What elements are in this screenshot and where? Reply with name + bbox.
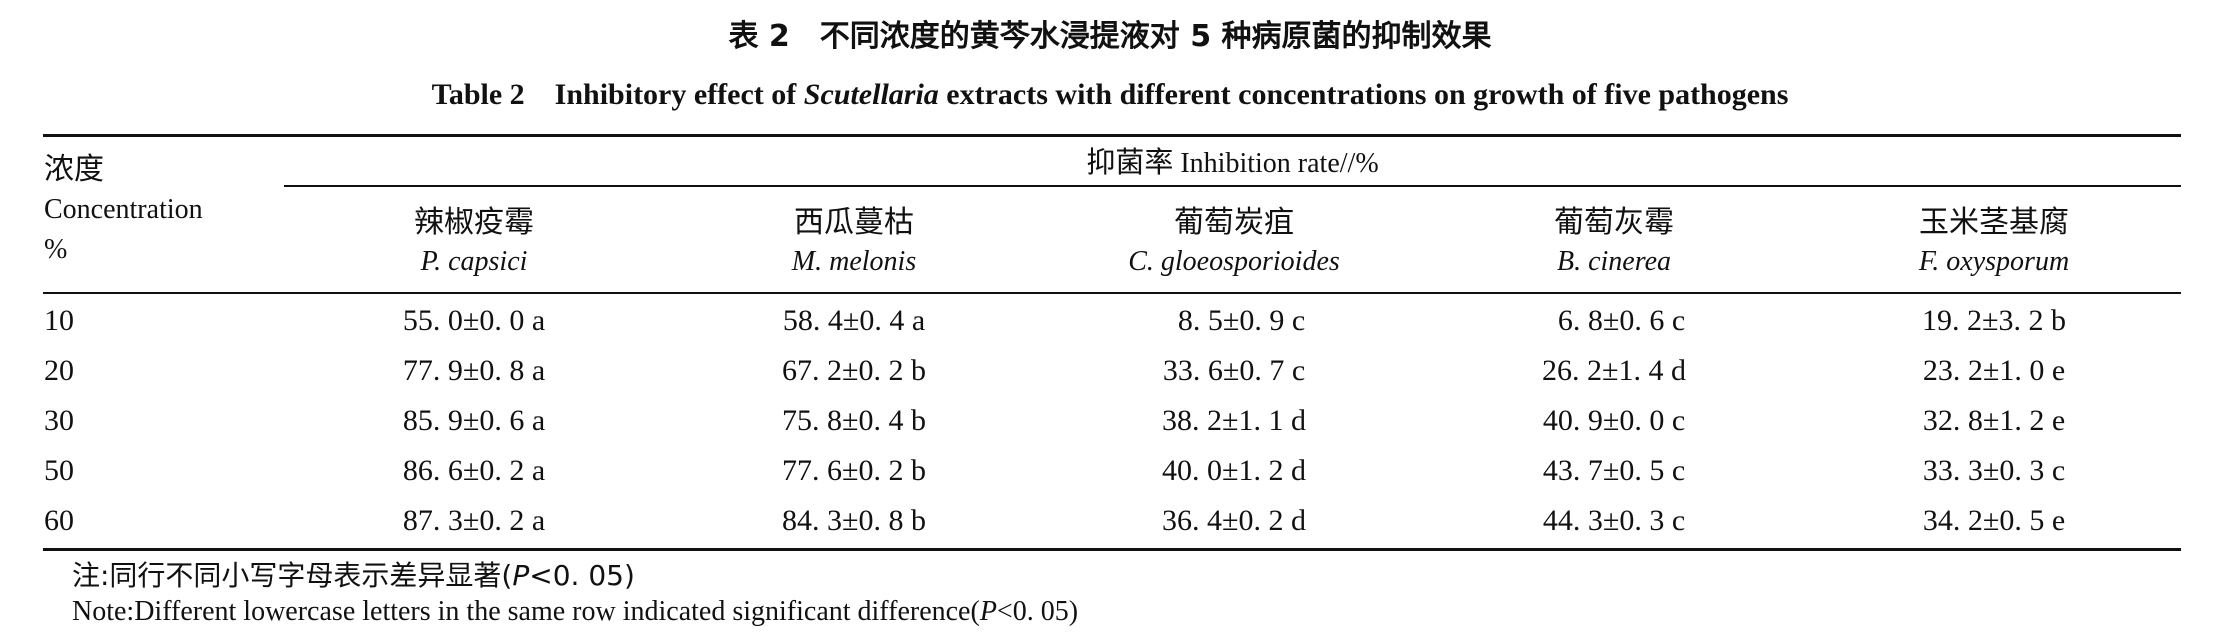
table-row: 50 86. 6±0. 2 a 77. 6±0. 2 b 40. 0±1. 2 … <box>0 447 2220 495</box>
table-row: 10 55. 0±0. 0 a 58. 4±0. 4 a 8. 5±0. 9 c… <box>0 297 2220 345</box>
column-header-cn: 玉米茎基腐 <box>1919 205 2069 240</box>
note-cn-prefix: 注:同行不同小写字母表示差异显著( <box>72 559 513 592</box>
table-cell: 77. 6±0. 2 b <box>782 454 926 487</box>
table-cell: 38. 2±1. 1 d <box>1162 404 1306 437</box>
table-cell: 43. 7±0. 5 c <box>1542 454 1686 487</box>
column-header-b-cinerea: 葡萄灰霉 B. cinerea <box>1424 203 1804 281</box>
column-header-c-gloeosporioides: 葡萄炭疽 C. gloeosporioides <box>1044 203 1424 281</box>
table-row: 20 77. 9±0. 8 a 67. 2±0. 2 b 33. 6±0. 7 … <box>0 347 2220 395</box>
column-header-sci: C. gloeosporioides <box>1128 246 1340 277</box>
concentration-header: 浓度 Concentration % <box>44 150 264 270</box>
column-header-cn: 西瓜蔓枯 <box>794 205 914 240</box>
table-row: 60 87. 3±0. 2 a 84. 3±0. 8 b 36. 4±0. 2 … <box>0 497 2220 545</box>
table-cell: 40. 9±0. 0 c <box>1542 404 1686 437</box>
column-header-cn: 葡萄炭疽 <box>1174 205 1294 240</box>
table-cell: 26. 2±1. 4 d <box>1542 354 1686 387</box>
table-note-cn: 注:同行不同小写字母表示差异显著(P<0. 05) <box>72 556 635 596</box>
table-cell: 75. 8±0. 4 b <box>782 404 926 437</box>
concentration-header-en: Concentration <box>44 194 203 225</box>
table-row: 30 85. 9±0. 6 a 75. 8±0. 4 b 38. 2±1. 1 … <box>0 397 2220 445</box>
spanner-rule <box>284 185 2181 187</box>
row-concentration: 10 <box>44 304 74 337</box>
table-cell: 6. 8±0. 6 c <box>1542 304 1686 337</box>
column-header-sci: P. capsici <box>420 246 528 277</box>
table-top-rule <box>43 134 2181 137</box>
row-concentration: 30 <box>44 404 74 437</box>
table-cell: 23. 2±1. 0 e <box>1922 354 2066 387</box>
column-header-m-melonis: 西瓜蔓枯 M. melonis <box>664 203 1044 281</box>
table-title-en-genus: Scutellaria <box>803 78 939 111</box>
column-header-sci: F. oxysporum <box>1918 246 2070 277</box>
table-cell: 32. 8±1. 2 e <box>1922 404 2066 437</box>
table-cell: 33. 6±0. 7 c <box>1162 354 1306 387</box>
spanner-label-cn: 抑菌率 <box>1086 145 1174 179</box>
table-cell: 44. 3±0. 3 c <box>1542 504 1686 537</box>
concentration-header-cn: 浓度 <box>44 152 104 187</box>
table-cell: 77. 9±0. 8 a <box>402 354 546 387</box>
column-header-sci: B. cinerea <box>1556 246 1672 277</box>
table-cell: 34. 2±0. 5 e <box>1922 504 2066 537</box>
table-cell: 8. 5±0. 9 c <box>1162 304 1306 337</box>
note-cn-p-symbol: P <box>512 559 530 592</box>
note-en-p-symbol: P <box>979 596 997 627</box>
column-header-f-oxysporum: 玉米茎基腐 F. oxysporum <box>1804 203 2184 281</box>
table-cell: 85. 9±0. 6 a <box>402 404 546 437</box>
table-cell: 87. 3±0. 2 a <box>402 504 546 537</box>
table-title-cn: 表 2 不同浓度的黄芩水浸提液对 5 种病原菌的抑制效果 <box>728 19 1492 54</box>
note-en-suffix: <0. 05) <box>996 596 1079 627</box>
header-bottom-rule <box>43 292 2181 294</box>
table-cell: 84. 3±0. 8 b <box>782 504 926 537</box>
inhibition-rate-spanner: 抑菌率 Inhibition rate//% <box>284 143 2181 183</box>
spanner-label-en: Inhibition rate//% <box>1173 148 1379 179</box>
column-header-p-capsici: 辣椒疫霉 P. capsici <box>284 203 664 281</box>
table-cell: 86. 6±0. 2 a <box>402 454 546 487</box>
table-note-en: Note:Different lowercase letters in the … <box>72 592 1078 632</box>
table-cell: 36. 4±0. 2 d <box>1162 504 1306 537</box>
column-header-sci: M. melonis <box>791 246 917 277</box>
row-concentration: 20 <box>44 354 74 387</box>
table-cell: 55. 0±0. 0 a <box>402 304 546 337</box>
column-header-cn: 葡萄灰霉 <box>1554 205 1674 240</box>
table-title-en: Table 2 Inhibitory effect of Scutellaria… <box>0 76 2220 114</box>
table-cell: 58. 4±0. 4 a <box>782 304 926 337</box>
table-title-en-prefix: Table 2 Inhibitory effect of <box>431 78 804 111</box>
table-title-en-suffix: extracts with different concentrations o… <box>938 78 1789 111</box>
table-cell: 67. 2±0. 2 b <box>782 354 926 387</box>
table-cell: 19. 2±3. 2 b <box>1922 304 2066 337</box>
table-cell: 40. 0±1. 2 d <box>1162 454 1306 487</box>
note-cn-suffix: <0. 05) <box>529 559 635 592</box>
column-header-cn: 辣椒疫霉 <box>414 205 534 240</box>
row-concentration: 50 <box>44 454 74 487</box>
note-en-prefix: Note:Different lowercase letters in the … <box>72 596 980 627</box>
concentration-header-unit: % <box>44 234 68 265</box>
row-concentration: 60 <box>44 504 74 537</box>
table-bottom-rule <box>43 548 2181 551</box>
table-cell: 33. 3±0. 3 c <box>1922 454 2066 487</box>
